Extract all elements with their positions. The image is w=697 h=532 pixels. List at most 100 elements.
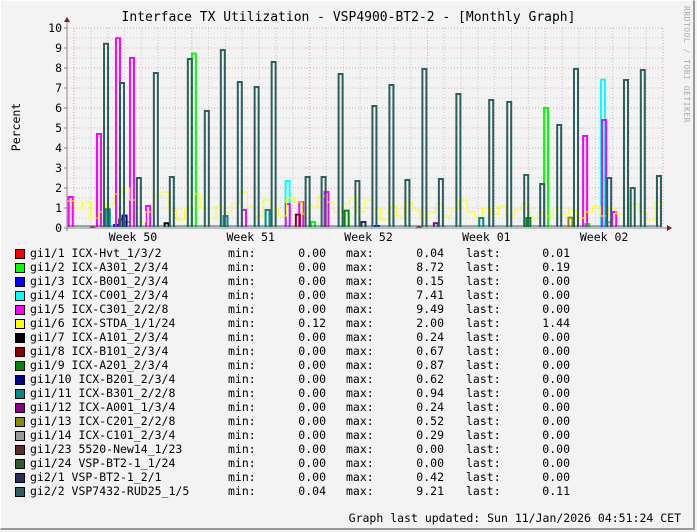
legend-row: gi1/11 ICX-B301_2/2/8 min: 0.00 max: 0.9… <box>0 386 697 400</box>
max-value: 7.41 <box>416 288 444 302</box>
legend-swatch <box>15 375 25 385</box>
y-tick-label: 5 <box>55 121 62 135</box>
x-tick-label: Week 51 <box>227 230 276 244</box>
min-value: 0.00 <box>298 246 326 260</box>
series-spike <box>455 93 462 227</box>
max-label: max: <box>346 470 374 484</box>
min-value: 0.00 <box>298 358 326 372</box>
legend-name: gi1/9 ICX-A201_2/3/4 <box>30 358 169 372</box>
series-spike <box>488 99 495 227</box>
legend-swatch <box>15 333 25 343</box>
max-label: max: <box>346 372 374 386</box>
series-spike <box>432 222 439 227</box>
series-spike <box>523 174 530 227</box>
legend-name: gi1/5 ICX-C301_2/2/8 <box>30 302 169 316</box>
max-label: max: <box>346 344 374 358</box>
last-value: 0.01 <box>542 246 570 260</box>
series-spike <box>219 49 226 227</box>
last-value: 0.11 <box>542 484 570 498</box>
legend-name: gi1/7 ICX-A101_2/3/4 <box>30 330 169 344</box>
legend-row: gi1/10 ICX-B201_2/3/4 min: 0.00 max: 0.6… <box>0 372 697 386</box>
series-spike <box>320 176 327 227</box>
legend-swatch <box>15 431 25 441</box>
legend-row: gi1/5 ICX-C301_2/2/8 min: 0.00 max: 9.49… <box>0 302 697 316</box>
series-spike <box>371 105 378 227</box>
max-label: max: <box>346 442 374 456</box>
max-value: 0.24 <box>416 400 444 414</box>
series-spike <box>294 213 301 227</box>
y-tick-label: 4 <box>55 141 62 155</box>
last-label: last: <box>466 414 501 428</box>
min-value: 0.00 <box>298 302 326 316</box>
min-label: min: <box>228 344 256 358</box>
legend-name: gi2/2 VSP7432-RUD25_1/5 <box>30 484 190 498</box>
last-label: last: <box>466 442 501 456</box>
max-value: 0.52 <box>416 414 444 428</box>
max-label: max: <box>346 260 374 274</box>
max-label: max: <box>346 358 374 372</box>
legend-row: gi1/12 ICX-A001_1/3/4 min: 0.00 max: 0.2… <box>0 400 697 414</box>
last-label: last: <box>466 372 501 386</box>
legend-name: gi1/2 ICX-A301_2/3/4 <box>30 260 169 274</box>
max-value: 0.24 <box>416 330 444 344</box>
min-value: 0.00 <box>298 386 326 400</box>
max-value: 0.87 <box>416 358 444 372</box>
series-spike <box>573 68 580 227</box>
last-value: 0.00 <box>542 428 570 442</box>
series-spike <box>478 217 485 227</box>
min-value: 0.00 <box>298 344 326 358</box>
series-spike <box>270 61 277 227</box>
y-tick-label: 2 <box>55 181 62 195</box>
last-label: last: <box>466 484 501 498</box>
y-tick-label: 3 <box>55 161 62 175</box>
series-spike <box>310 221 317 227</box>
last-label: last: <box>466 330 501 344</box>
x-tick-label: Week 52 <box>344 230 392 244</box>
legend-swatch <box>15 263 25 273</box>
series-spike <box>599 78 606 227</box>
last-label: last: <box>466 400 501 414</box>
y-tick-label: 1 <box>55 201 62 215</box>
legend-row: gi1/13 ICX-C201_2/2/8 min: 0.00 max: 0.5… <box>0 414 697 428</box>
last-value: 0.00 <box>542 330 570 344</box>
min-value: 0.00 <box>298 400 326 414</box>
max-value: 0.67 <box>416 344 444 358</box>
last-label: last: <box>466 246 501 260</box>
last-label: last: <box>466 358 501 372</box>
last-label: last: <box>466 344 501 358</box>
legend-name: gi1/8 ICX-B101_2/3/4 <box>30 344 169 358</box>
series-spike <box>354 180 361 227</box>
min-value: 0.04 <box>298 484 326 498</box>
y-tick-label: 6 <box>55 101 62 115</box>
last-value: 0.00 <box>542 288 570 302</box>
max-value: 0.62 <box>416 372 444 386</box>
last-label: last: <box>466 260 501 274</box>
last-value: 0.00 <box>542 456 570 470</box>
legend-name: gi1/23 5520-New14_1/23 <box>30 442 183 456</box>
max-value: 9.21 <box>416 484 444 498</box>
min-label: min: <box>228 414 256 428</box>
min-label: min: <box>228 274 256 288</box>
series-spike <box>388 84 395 227</box>
y-tick-label: 8 <box>55 61 62 75</box>
legend-name: gi1/10 ICX-B201_2/3/4 <box>30 372 176 386</box>
min-label: min: <box>228 330 256 344</box>
rrdtool-watermark: RRDTOOL / TOBI OETIKER <box>682 6 691 123</box>
series-spike <box>103 42 110 227</box>
last-value: 0.00 <box>542 414 570 428</box>
series-spike <box>655 175 662 227</box>
legend-row: gi2/2 VSP7432-RUD25_1/5 min: 0.04 max: 9… <box>0 484 697 498</box>
max-value: 9.49 <box>416 302 444 316</box>
y-tick-label: 9 <box>55 41 62 55</box>
min-label: min: <box>228 260 256 274</box>
last-value: 0.19 <box>542 260 570 274</box>
last-label: last: <box>466 316 501 330</box>
last-value: 0.00 <box>542 274 570 288</box>
min-label: min: <box>228 246 256 260</box>
legend-name: gi1/11 ICX-B301_2/2/8 <box>30 386 176 400</box>
min-value: 0.00 <box>298 470 326 484</box>
last-label: last: <box>466 470 501 484</box>
last-value: 0.00 <box>542 386 570 400</box>
legend-swatch <box>15 445 25 455</box>
max-value: 0.00 <box>416 456 444 470</box>
